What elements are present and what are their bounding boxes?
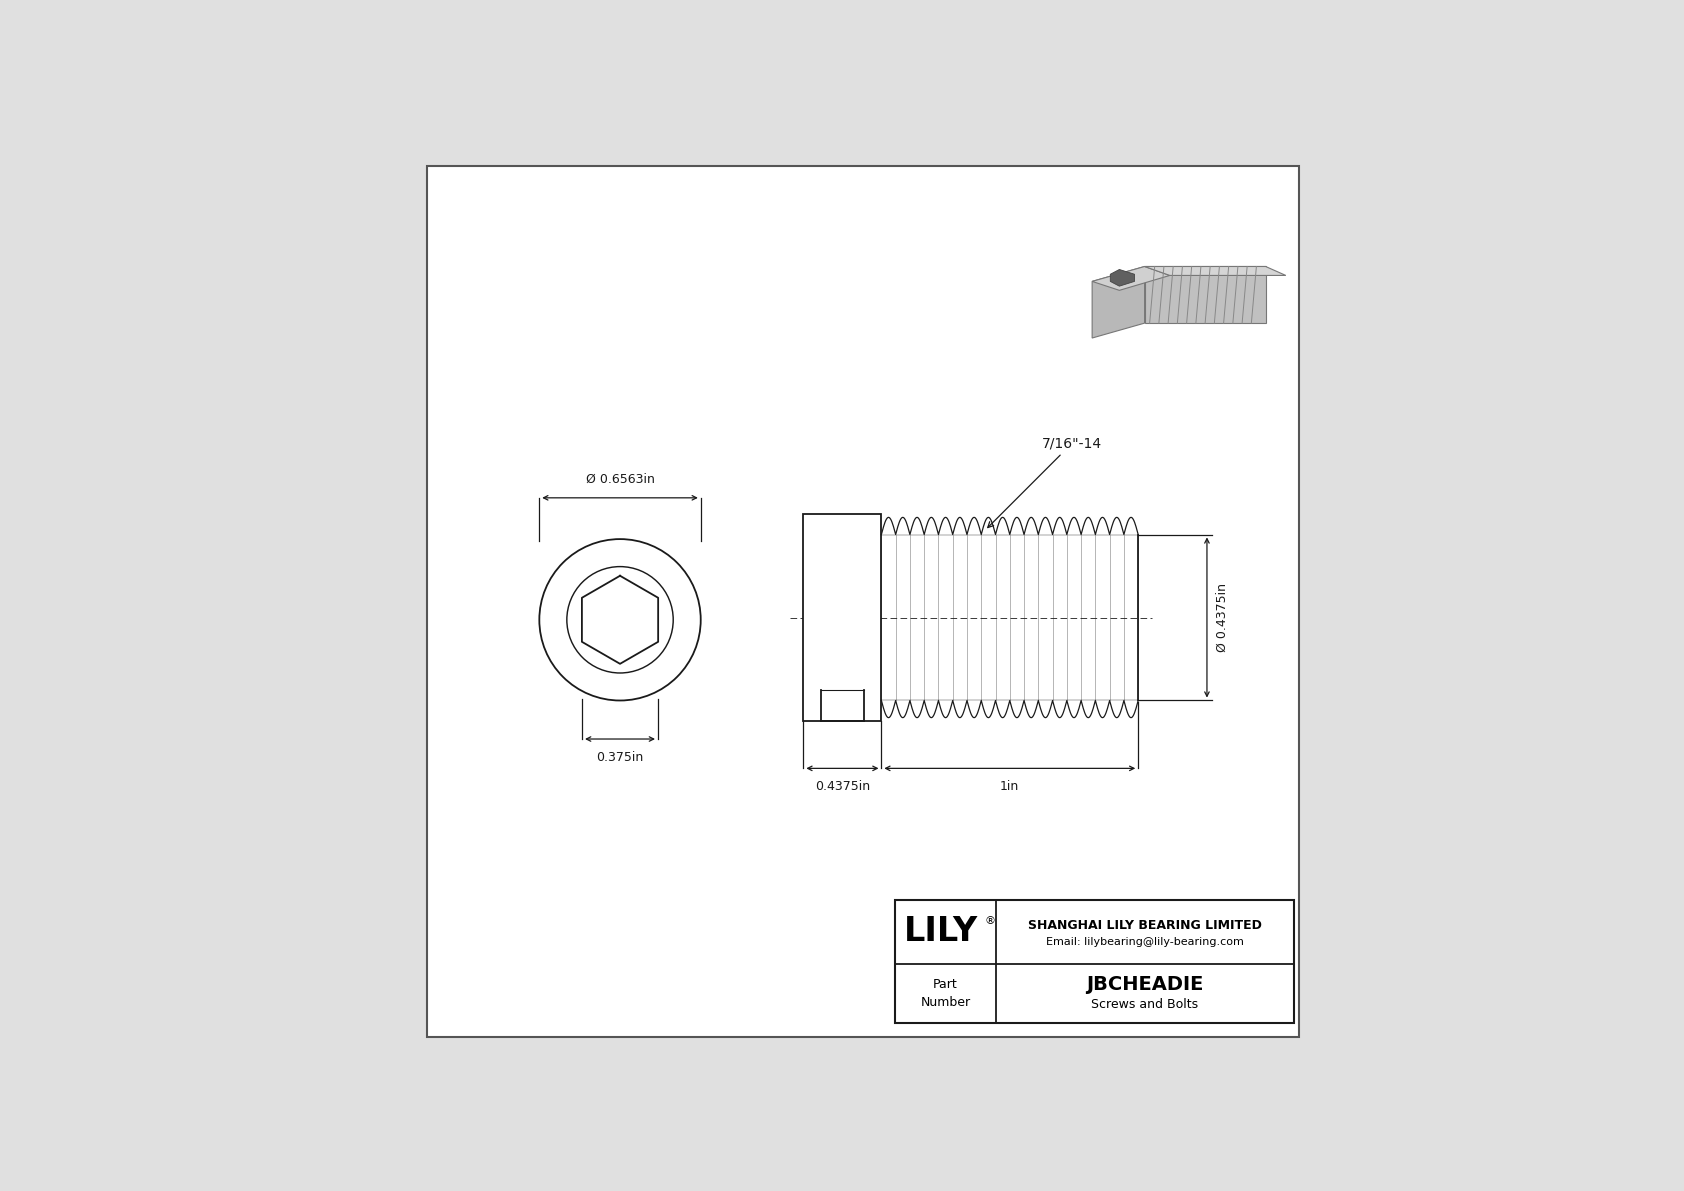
- Polygon shape: [1093, 267, 1145, 338]
- Text: 0.375in: 0.375in: [596, 752, 643, 763]
- Text: SHANGHAI LILY BEARING LIMITED: SHANGHAI LILY BEARING LIMITED: [1029, 918, 1261, 931]
- Text: Ø 0.6563in: Ø 0.6563in: [586, 473, 655, 486]
- Circle shape: [568, 567, 674, 673]
- Text: 7/16"-14: 7/16"-14: [989, 436, 1101, 528]
- Polygon shape: [1093, 267, 1170, 291]
- Polygon shape: [1145, 267, 1266, 323]
- Text: Ø 0.4375in: Ø 0.4375in: [1216, 584, 1229, 651]
- Polygon shape: [1110, 269, 1135, 286]
- Text: Email: lilybearing@lily-bearing.com: Email: lilybearing@lily-bearing.com: [1046, 937, 1244, 947]
- Text: 1in: 1in: [1000, 780, 1019, 793]
- Text: JBCHEADIE: JBCHEADIE: [1086, 975, 1204, 994]
- Text: 0.4375in: 0.4375in: [815, 780, 871, 793]
- Text: Screws and Bolts: Screws and Bolts: [1091, 998, 1199, 1011]
- Circle shape: [539, 540, 701, 700]
- Polygon shape: [1145, 267, 1287, 275]
- Bar: [896, 899, 1293, 1023]
- Bar: [803, 515, 881, 721]
- Text: LILY: LILY: [904, 915, 978, 948]
- Text: Part
Number: Part Number: [921, 978, 970, 1009]
- Text: ®: ®: [983, 916, 995, 925]
